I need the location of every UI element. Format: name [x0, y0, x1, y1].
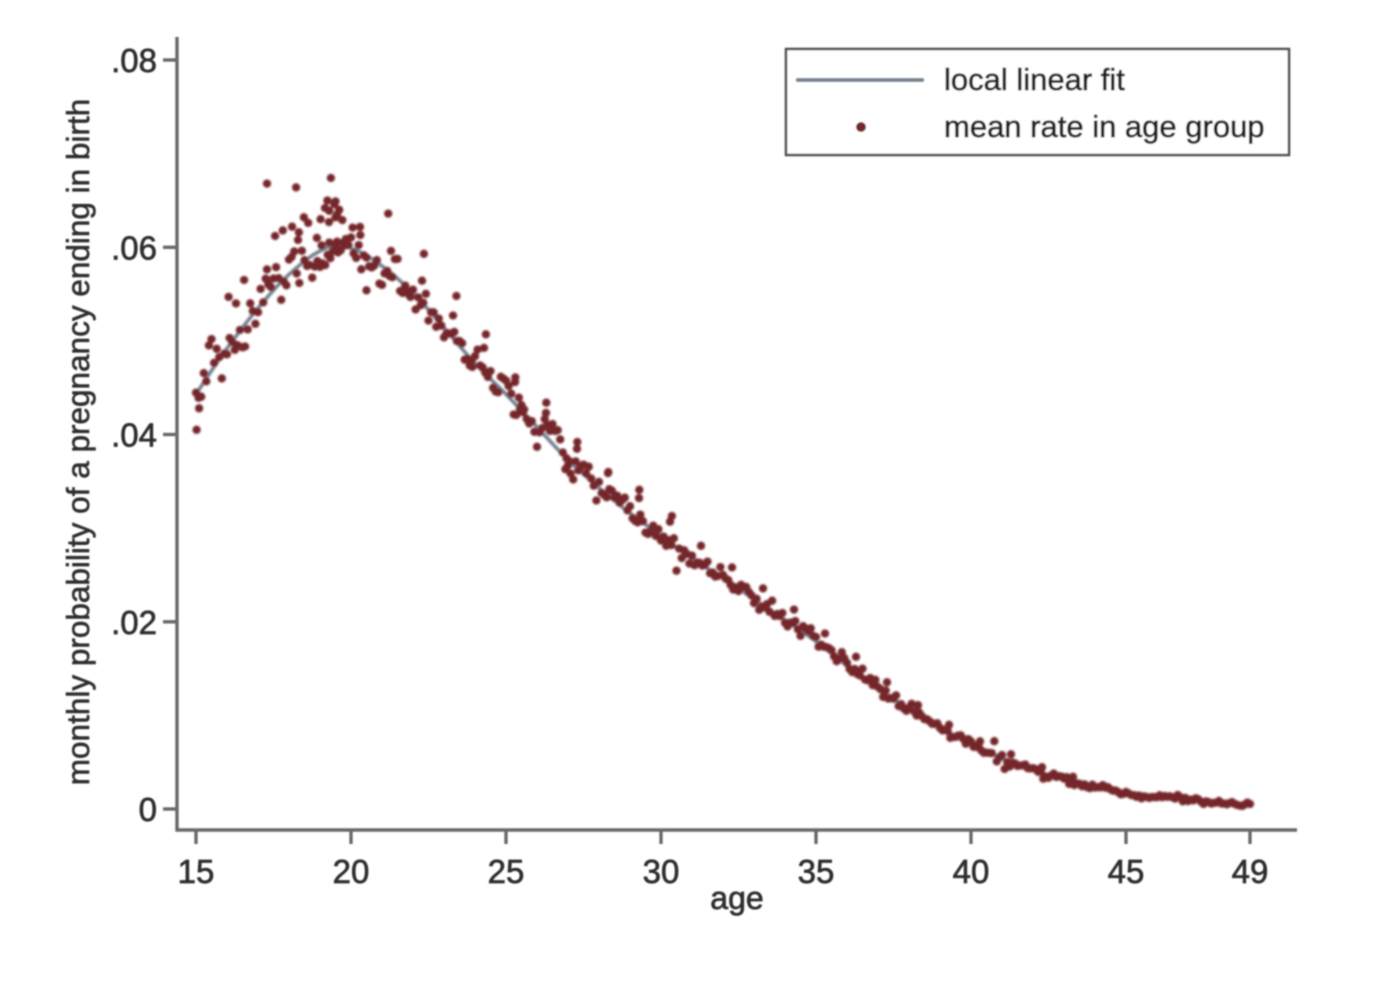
svg-text:age: age: [710, 880, 763, 916]
svg-text:49: 49: [1232, 853, 1269, 890]
svg-text:monthly probability of a pregn: monthly probability of a pregnancy endin…: [60, 99, 96, 785]
svg-text:35: 35: [798, 853, 835, 890]
svg-text:15: 15: [178, 853, 215, 890]
svg-text:.08: .08: [111, 42, 157, 79]
svg-text:.06: .06: [111, 229, 157, 266]
svg-text:.04: .04: [111, 417, 157, 454]
svg-text:0: 0: [139, 791, 157, 828]
svg-text:.02: .02: [111, 604, 157, 641]
svg-text:30: 30: [643, 853, 680, 890]
svg-text:25: 25: [488, 853, 525, 890]
svg-text:20: 20: [333, 853, 370, 890]
svg-text:45: 45: [1108, 853, 1145, 890]
svg-text:mean rate in age group: mean rate in age group: [944, 109, 1265, 144]
svg-text:local linear fit: local linear fit: [944, 62, 1125, 97]
svg-text:40: 40: [953, 853, 990, 890]
